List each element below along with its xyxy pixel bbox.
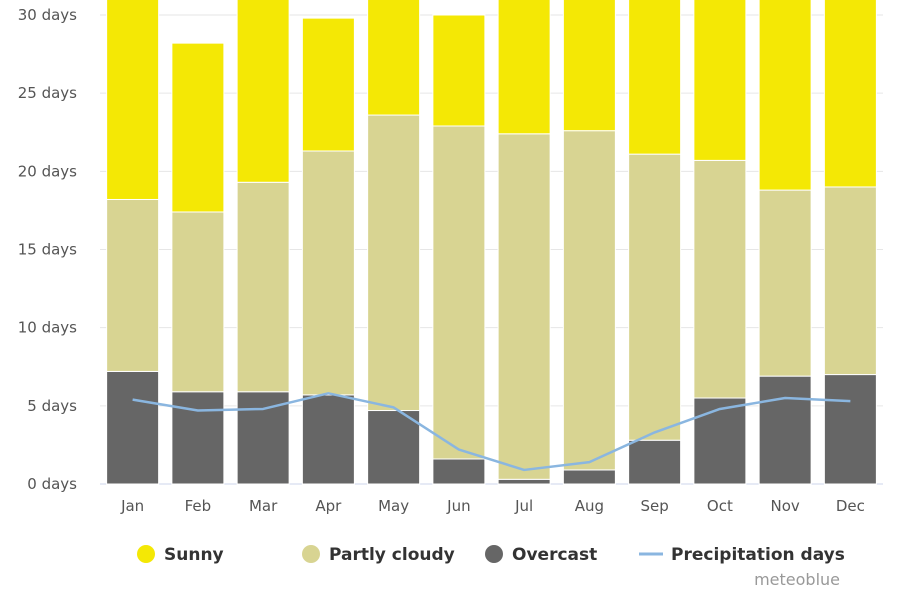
bar-sunny-nov <box>758 0 812 191</box>
y-tick-label: 25 days <box>18 84 77 102</box>
bar-partly-cloudy-oct <box>693 159 747 399</box>
bar-partly-cloudy-apr <box>301 150 355 396</box>
bar-overcast-apr <box>301 394 355 485</box>
precipitation-days-line <box>132 392 851 472</box>
bar-sunny-apr <box>301 17 355 152</box>
bar-partly-cloudy-may <box>367 114 421 412</box>
legend-marker <box>485 545 503 563</box>
legend-label: Precipitation days <box>671 545 845 565</box>
legend-item-precipitation-days[interactable]: Precipitation days <box>639 545 845 565</box>
bar-sunny-aug <box>562 0 616 132</box>
legend-item-sunny[interactable]: Sunny <box>137 545 224 565</box>
x-tick-label: Apr <box>315 497 342 515</box>
bar-partly-cloudy-jan <box>106 198 160 372</box>
bar-partly-cloudy-nov <box>758 189 812 377</box>
bar-overcast-sep <box>628 439 682 485</box>
x-tick-label: Sep <box>640 497 668 515</box>
x-tick-label: Aug <box>575 497 604 515</box>
bar-sunny-mar <box>236 0 290 183</box>
x-tick-label: Jan <box>120 497 144 515</box>
legend-label: Overcast <box>512 545 597 565</box>
bar-sunny-sep <box>628 0 682 155</box>
x-tick-label: May <box>378 497 409 515</box>
y-tick-label: 5 days <box>27 397 77 415</box>
bar-overcast-nov <box>758 375 812 485</box>
bar-sunny-jun <box>432 14 486 127</box>
legend-marker <box>137 545 155 563</box>
bar-overcast-dec <box>823 374 877 485</box>
precipitation-line <box>132 392 851 472</box>
x-tick-label: Jul <box>514 497 533 515</box>
x-tick-label: Nov <box>770 497 799 515</box>
legend-label: Partly cloudy <box>329 545 455 565</box>
y-tick-label: 0 days <box>27 475 77 493</box>
x-tick-label: Oct <box>707 497 733 515</box>
bar-overcast-jun <box>432 458 486 485</box>
x-tick-label: Feb <box>185 497 212 515</box>
bar-sunny-jan <box>106 0 160 200</box>
legend-item-partly-cloudy[interactable]: Partly cloudy <box>302 545 455 565</box>
grid-lines <box>100 14 883 485</box>
bar-partly-cloudy-jun <box>432 125 486 460</box>
y-tick-label: 20 days <box>18 162 77 180</box>
bar-partly-cloudy-sep <box>628 153 682 441</box>
bar-overcast-jan <box>106 370 160 485</box>
y-tick-label: 30 days <box>18 6 77 24</box>
bar-overcast-aug <box>562 469 616 485</box>
x-tick-label: Jun <box>446 497 470 515</box>
bar-overcast-oct <box>693 397 747 485</box>
x-tick-label: Dec <box>836 497 865 515</box>
legend-marker <box>302 545 320 563</box>
y-tick-label: 10 days <box>18 319 77 337</box>
legend-item-overcast[interactable]: Overcast <box>485 545 597 565</box>
x-tick-label: Mar <box>249 497 278 515</box>
bars <box>106 0 877 485</box>
bar-partly-cloudy-jul <box>497 133 551 480</box>
legend-label: Sunny <box>164 545 224 565</box>
bar-overcast-may <box>367 410 421 485</box>
legend: Sunny Partly cloudy Overcast Precipitation … <box>137 545 845 565</box>
bar-partly-cloudy-feb <box>171 211 225 393</box>
bar-sunny-feb <box>171 42 225 213</box>
bar-partly-cloudy-mar <box>236 181 290 393</box>
x-axis-tick-labels: Jan Feb Mar Apr May Jun Jul Aug Sep Oct Nov Dec <box>120 497 865 515</box>
bar-overcast-jul <box>497 478 551 485</box>
y-axis-tick-labels: 0 days 5 days 10 days 15 days 20 days 25 days… <box>18 6 77 493</box>
bar-sunny-jul <box>497 0 551 135</box>
bar-overcast-mar <box>236 391 290 485</box>
y-tick-label: 15 days <box>18 241 77 259</box>
credit-label: meteoblue <box>754 570 840 589</box>
bar-overcast-feb <box>171 391 225 485</box>
bar-partly-cloudy-dec <box>823 186 877 376</box>
bar-sunny-dec <box>823 0 877 188</box>
bar-sunny-may <box>367 0 421 116</box>
bar-partly-cloudy-aug <box>562 130 616 471</box>
bar-sunny-oct <box>693 0 747 161</box>
